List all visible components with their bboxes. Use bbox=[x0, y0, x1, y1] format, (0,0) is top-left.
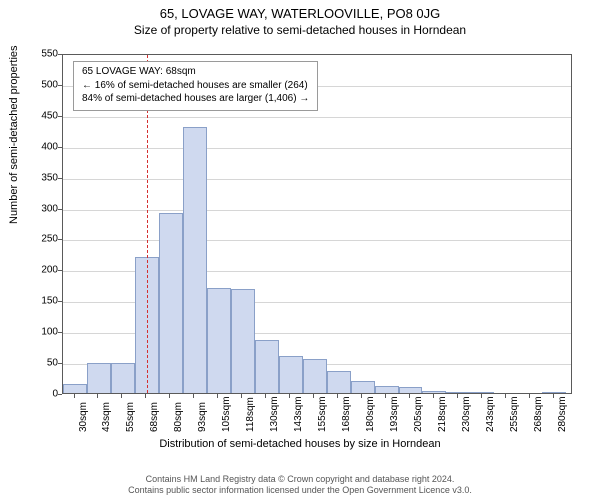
y-tick-label: 300 bbox=[28, 203, 58, 214]
histogram-bar bbox=[183, 127, 207, 393]
histogram-bar bbox=[470, 392, 494, 393]
y-tick-label: 350 bbox=[28, 172, 58, 183]
y-tick-label: 0 bbox=[28, 389, 58, 400]
x-tick-label: 218sqm bbox=[437, 396, 448, 432]
x-tick-label: 255sqm bbox=[509, 396, 520, 432]
x-tick-label: 130sqm bbox=[269, 396, 280, 432]
footer-line-1: Contains HM Land Registry data © Crown c… bbox=[0, 474, 600, 485]
histogram-bar bbox=[207, 288, 231, 393]
footer-line-2: Contains public sector information licen… bbox=[0, 485, 600, 496]
histogram-bar bbox=[255, 340, 279, 393]
histogram-bar bbox=[327, 371, 351, 393]
x-tick-label: 143sqm bbox=[293, 396, 304, 432]
histogram-bar bbox=[542, 392, 566, 393]
x-tick-label: 243sqm bbox=[485, 396, 496, 432]
x-axis-title: Distribution of semi-detached houses by … bbox=[0, 438, 600, 450]
y-tick-label: 100 bbox=[28, 327, 58, 338]
histogram-bar bbox=[375, 386, 399, 393]
histogram-bar bbox=[446, 392, 470, 393]
x-tick-label: 168sqm bbox=[341, 396, 352, 432]
y-tick-label: 250 bbox=[28, 234, 58, 245]
info-line-2: ← 16% of semi-detached houses are smalle… bbox=[82, 79, 309, 93]
x-tick-label: 68sqm bbox=[149, 402, 160, 432]
x-tick-label: 155sqm bbox=[317, 396, 328, 432]
y-tick-label: 550 bbox=[28, 49, 58, 60]
y-axis-label: Number of semi-detached properties bbox=[8, 45, 20, 224]
info-box: 65 LOVAGE WAY: 68sqm ← 16% of semi-detac… bbox=[73, 61, 318, 111]
footer: Contains HM Land Registry data © Crown c… bbox=[0, 474, 600, 497]
page-subtitle: Size of property relative to semi-detach… bbox=[0, 21, 600, 37]
histogram-bar bbox=[303, 359, 327, 393]
y-tick-label: 50 bbox=[28, 358, 58, 369]
histogram-bar bbox=[279, 356, 303, 393]
info-line-3: 84% of semi-detached houses are larger (… bbox=[82, 92, 309, 106]
histogram-bar bbox=[87, 363, 111, 393]
x-tick-label: 43sqm bbox=[101, 402, 112, 432]
x-tick-label: 205sqm bbox=[413, 396, 424, 432]
histogram-bar bbox=[231, 289, 255, 393]
x-tick-label: 230sqm bbox=[461, 396, 472, 432]
x-tick-label: 268sqm bbox=[533, 396, 544, 432]
y-tick-label: 450 bbox=[28, 110, 58, 121]
histogram-bar bbox=[351, 381, 375, 393]
x-tick-label: 118sqm bbox=[245, 397, 256, 432]
histogram-bar bbox=[399, 387, 423, 393]
x-tick-label: 280sqm bbox=[557, 396, 568, 432]
x-tick-label: 93sqm bbox=[197, 402, 208, 432]
histogram-bar bbox=[63, 384, 87, 393]
y-tick-label: 200 bbox=[28, 265, 58, 276]
histogram-bar bbox=[422, 391, 446, 393]
x-tick-label: 80sqm bbox=[173, 402, 184, 432]
y-tick-label: 400 bbox=[28, 141, 58, 152]
x-tick-label: 105sqm bbox=[221, 396, 232, 432]
histogram-bar bbox=[159, 213, 183, 394]
page-title: 65, LOVAGE WAY, WATERLOOVILLE, PO8 0JG bbox=[0, 0, 600, 21]
y-tick-label: 500 bbox=[28, 79, 58, 90]
x-tick-label: 30sqm bbox=[78, 402, 89, 432]
x-tick-label: 193sqm bbox=[389, 396, 400, 432]
histogram-bar bbox=[111, 363, 135, 393]
info-line-1: 65 LOVAGE WAY: 68sqm bbox=[82, 65, 309, 79]
chart-area: 65 LOVAGE WAY: 68sqm ← 16% of semi-detac… bbox=[62, 54, 572, 394]
x-tick-label: 180sqm bbox=[365, 396, 376, 432]
x-tick-label: 55sqm bbox=[125, 402, 136, 432]
y-tick-label: 150 bbox=[28, 296, 58, 307]
